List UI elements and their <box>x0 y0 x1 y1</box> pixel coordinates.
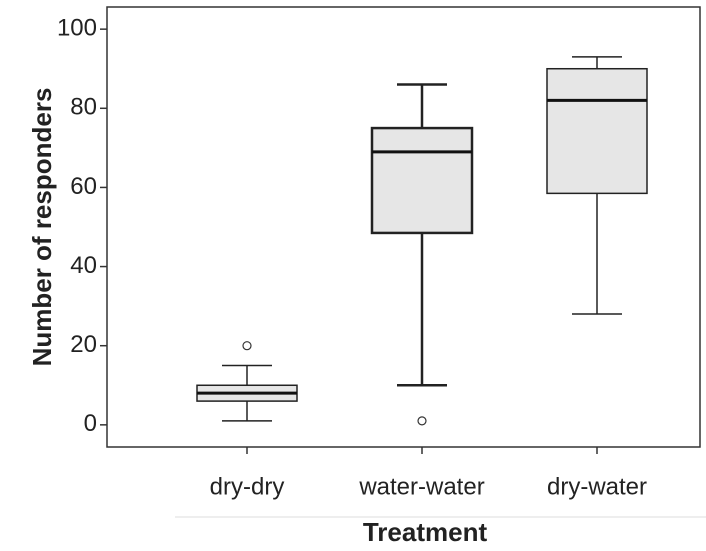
y-tick-label: 20 <box>70 331 97 358</box>
outlier <box>417 416 427 426</box>
box <box>370 126 474 235</box>
y-tick-label: 100 <box>57 15 97 42</box>
x-tick-label: dry-dry <box>210 473 285 500</box>
y-tick-label: 80 <box>70 94 97 121</box>
y-axis-title: Number of responders <box>27 88 57 367</box>
y-tick-label: 0 <box>84 410 97 437</box>
plot-frame <box>106 6 701 448</box>
outlier <box>242 341 252 351</box>
y-tick-label: 60 <box>70 173 97 200</box>
x-tick-label: dry-water <box>547 473 647 500</box>
y-tick-label: 40 <box>70 252 97 279</box>
x-tick-label: water-water <box>358 473 484 500</box>
x-axis-title: Treatment <box>363 517 488 547</box>
box <box>546 67 648 195</box>
